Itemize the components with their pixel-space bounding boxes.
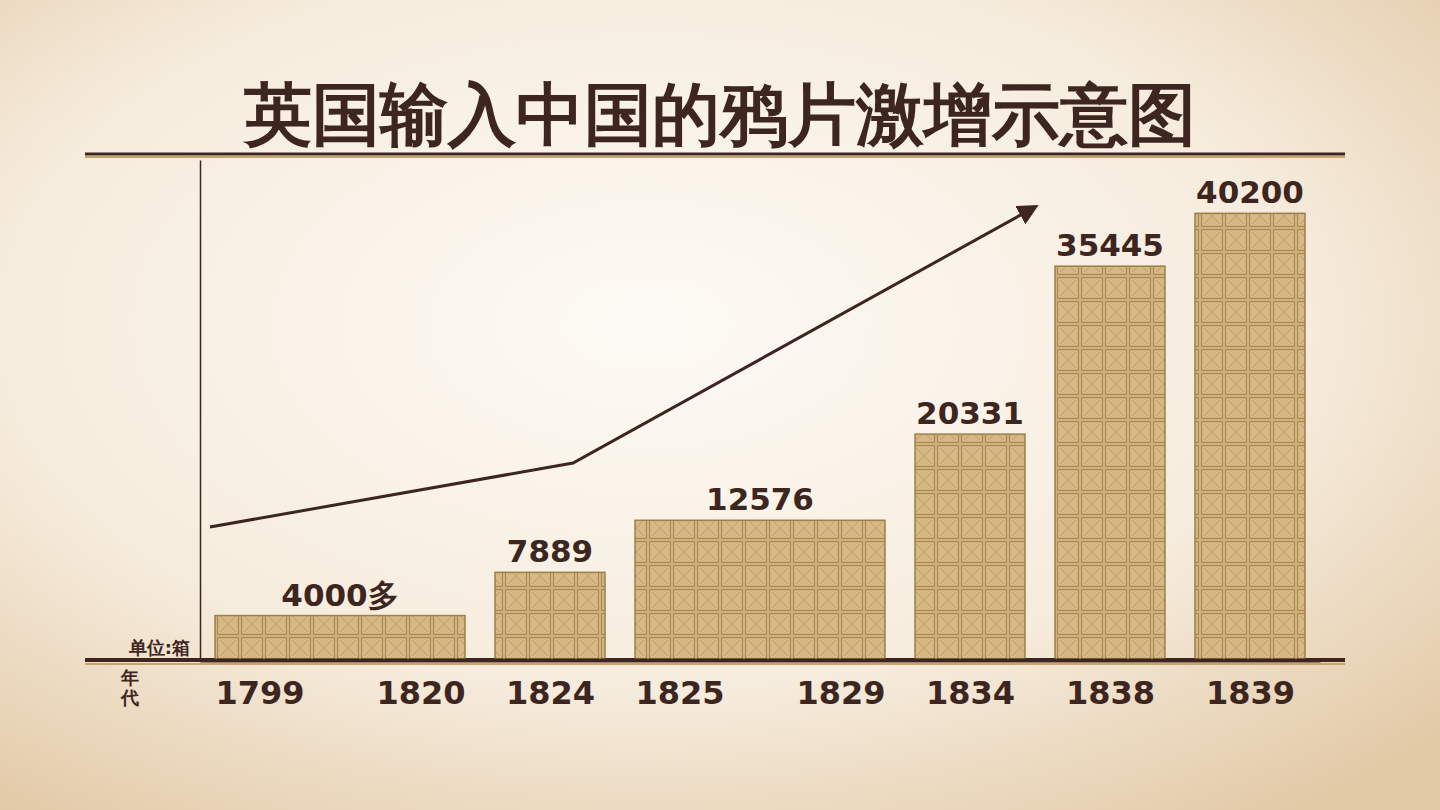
x-tick-label: 1820	[376, 674, 465, 712]
data-label: 40200	[1196, 174, 1304, 210]
x-tick: 1834	[926, 674, 1015, 712]
x-axis-title-char: 代	[120, 687, 139, 708]
bar	[915, 434, 1025, 660]
x-tick-label: 1838	[1066, 674, 1155, 712]
x-tick-label: 1834	[926, 674, 1015, 712]
x-tick-label: 1824	[506, 674, 595, 712]
title-rule	[85, 153, 1345, 156]
x-tick: 1799 1820	[216, 674, 466, 712]
x-tick: 1839	[1206, 674, 1295, 712]
bar	[215, 616, 465, 660]
x-axis-title-char: 年	[120, 667, 139, 688]
data-label: 4000多	[281, 577, 398, 613]
data-label: 12576	[706, 481, 814, 517]
x-tick-label: 1825	[636, 674, 725, 712]
data-label: 7889	[507, 533, 593, 569]
x-tick: 1825 1829	[636, 674, 886, 712]
bar	[635, 520, 885, 660]
x-axis-line	[201, 659, 1321, 663]
bar	[1055, 266, 1165, 660]
chart-svg: 英国输入中国的鸦片激增示意图4000多788912576203313544540…	[0, 0, 1440, 810]
baseline-gold	[85, 663, 1345, 665]
bar	[1195, 213, 1305, 660]
x-axis-title: 年代	[120, 667, 139, 708]
y-axis-title: 单位:箱	[128, 637, 190, 658]
chart-container: 英国输入中国的鸦片激增示意图4000多788912576203313544540…	[0, 0, 1440, 810]
x-tick-label: 1829	[796, 674, 885, 712]
x-tick-label: 1799	[216, 674, 305, 712]
x-axis: 1799 1820 1824 1825 1829 1834 1838 1839	[201, 661, 1321, 713]
trend-arrow	[210, 207, 1035, 527]
background	[0, 0, 1440, 810]
x-tick: 1824	[506, 674, 595, 712]
y-axis	[200, 161, 201, 661]
data-label: 35445	[1056, 227, 1164, 263]
data-labels: 4000多 7889 12576 20331 35445 40200	[281, 174, 1304, 612]
bars	[215, 213, 1305, 660]
bar	[495, 572, 605, 660]
title-rule-gold	[85, 156, 1345, 158]
baseline-decor	[85, 658, 1345, 662]
x-tick: 1838	[1066, 674, 1155, 712]
data-label: 20331	[916, 395, 1024, 431]
y-axis-line	[200, 161, 202, 661]
x-tick-label: 1839	[1206, 674, 1295, 712]
title: 英国输入中国的鸦片激增示意图	[242, 75, 1196, 154]
